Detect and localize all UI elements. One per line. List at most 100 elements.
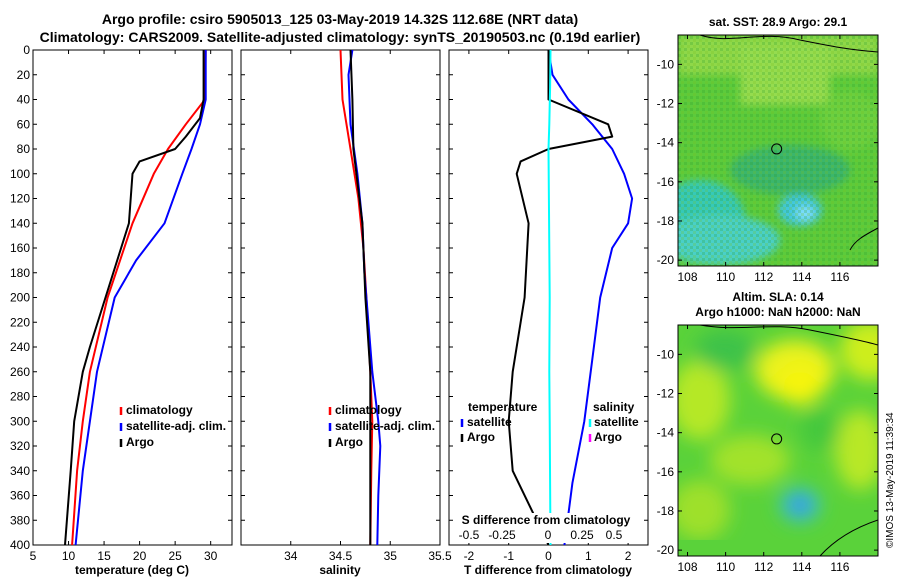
sst-map-frame — [677, 34, 879, 267]
series-line-t-argo — [507, 50, 614, 546]
sla-map-field — [678, 325, 878, 556]
legend-satellite-label: satellite-adj. clim. — [126, 419, 226, 433]
x-tick-label: 30 — [204, 549, 218, 563]
depth-tick-label: 40 — [17, 93, 31, 107]
difference-lines — [507, 49, 634, 546]
legend-t-satellite-label: satellite — [467, 415, 512, 429]
map-x-tick-label: 110 — [716, 560, 735, 574]
depth-tick-label: 100 — [10, 167, 30, 181]
depth-tick-label: 0 — [23, 43, 30, 57]
series-line-argo — [64, 50, 205, 546]
map-y-tick-label: -18 — [657, 214, 675, 228]
secondary-tick-label: -0.25 — [488, 528, 516, 542]
difference-depth-ticks — [449, 49, 648, 546]
x-tick-label: 1 — [585, 549, 592, 563]
map-y-tick-label: -14 — [657, 136, 675, 150]
salinity-depth-ticks — [241, 49, 440, 546]
depth-tick-label: 200 — [10, 291, 30, 305]
depth-tick-label: 160 — [10, 241, 30, 255]
temperature-lines — [64, 49, 207, 546]
depth-tick-label: 120 — [10, 192, 30, 206]
series-line-argo — [349, 49, 372, 545]
secondary-tick-label: 0 — [545, 528, 552, 542]
x-tick-label: 34 — [284, 549, 298, 563]
x-tick-label: 15 — [97, 549, 111, 563]
temperature-x-ticks: 5 10 15 20 25 30 — [30, 50, 218, 563]
legend-t-argo-label: Argo — [467, 430, 495, 444]
sst-coastline-north — [699, 35, 878, 53]
map-x-tick-label: 110 — [716, 270, 735, 284]
x-tick-label: 34.5 — [329, 549, 353, 563]
temperature-x-label: temperature (deg C) — [75, 563, 189, 577]
legend-satellite-label: satellite-adj. clim. — [335, 419, 435, 433]
sla-map-panel: Altim. SLA: 0.14 Argo h1000: NaN h2000: … — [657, 290, 879, 574]
x-tick-label: 2 — [625, 549, 632, 563]
map-y-tick-label: -16 — [657, 175, 675, 189]
map-y-tick-label: -12 — [657, 97, 675, 111]
timestamp: ©IMOS 13-May-2019 11:39:34 — [885, 412, 896, 548]
title-line-1: Argo profile: csiro 5905013_125 03-May-2… — [102, 11, 578, 27]
secondary-tick-label: -0.5 — [459, 528, 480, 542]
legend-climatology-label: climatology — [126, 403, 193, 417]
sla-map-frame — [677, 324, 879, 557]
legend-s-argo-label: Argo — [594, 430, 622, 444]
difference-legend: temperature satellite Argo salinity sate… — [460, 400, 639, 444]
series-line-climatology — [71, 49, 207, 546]
sla-coastline-north — [699, 325, 878, 346]
x-tick-label: 5 — [30, 549, 37, 563]
x-tick-label: 20 — [133, 549, 147, 563]
salinity-x-ticks: 34 34.5 35 35.5 — [284, 50, 452, 563]
secondary-tick-label: 0.25 — [570, 528, 594, 542]
depth-tick-label: 180 — [10, 266, 30, 280]
secondary-x-label: S difference from climatology — [462, 513, 631, 527]
depth-tick-label: 400 — [10, 538, 30, 552]
x-tick-label: 0 — [545, 549, 552, 563]
map-y-tick-label: -10 — [657, 347, 675, 361]
x-tick-label: 25 — [168, 549, 182, 563]
sla-map-ticks: 108 110 112 114 116 -10 -12 -14 -16 -18 -20 — [657, 325, 878, 574]
sst-map-ticks: 108 110 112 114 116 -10 -12 -14 -16 -18 -20 — [657, 35, 878, 284]
sst-map-field — [678, 35, 878, 266]
depth-tick-label: 300 — [10, 414, 30, 428]
series-line-s-satellite — [547, 49, 552, 546]
legend-s-satellite-label: satellite — [594, 415, 639, 429]
map-y-tick-label: -18 — [657, 504, 675, 518]
map-x-tick-label: 116 — [830, 270, 849, 284]
sla-coastline-south — [819, 519, 878, 556]
depth-tick-label: 260 — [10, 365, 30, 379]
legend-salinity-heading: salinity — [593, 400, 635, 414]
depth-tick-label: 380 — [10, 513, 30, 527]
sla-map-title-2: Argo h1000: NaN h2000: NaN — [695, 305, 860, 319]
sst-coastline-south — [849, 227, 878, 251]
depth-tick-label: 220 — [10, 315, 30, 329]
secondary-axis-bg — [455, 513, 640, 543]
temperature-panel: 0 20 40 60 80 100 120 140 160 180 200 220 240 260 280 3… — [10, 43, 233, 577]
series-line-satellite-adj-clim- — [74, 50, 207, 546]
sla-map-title-1: Altim. SLA: 0.14 — [732, 290, 824, 304]
map-y-tick-label: -20 — [657, 543, 675, 557]
salinity-x-label: salinity — [319, 563, 361, 577]
series-line-t-satellite — [547, 49, 634, 546]
x-tick-label: -1 — [503, 549, 514, 563]
depth-tick-label: 140 — [10, 216, 30, 230]
map-y-tick-label: -10 — [657, 57, 675, 71]
legend-argo-label: Argo — [335, 435, 363, 449]
map-x-tick-label: 114 — [792, 270, 811, 284]
map-y-tick-label: -14 — [657, 426, 675, 440]
map-x-tick-label: 114 — [792, 560, 811, 574]
difference-panel: -2 -1 0 1 2 T difference from climatology S … — [448, 49, 649, 577]
salinity-panel: 34 34.5 35 35.5 salinity climatology satell… — [240, 49, 452, 577]
x-tick-label: 35.5 — [428, 549, 452, 563]
depth-tick-label: 340 — [10, 464, 30, 478]
depth-tick-label: 20 — [17, 68, 31, 82]
legend-argo-label: Argo — [126, 435, 154, 449]
map-y-tick-label: -12 — [657, 387, 675, 401]
map-x-tick-label: 108 — [678, 270, 698, 284]
map-x-tick-label: 108 — [678, 560, 698, 574]
depth-tick-label: 80 — [17, 142, 31, 156]
temperature-axes-frame — [32, 49, 233, 546]
salinity-lines — [339, 49, 382, 546]
secondary-x-ticks: -0.5 -0.25 0 0.25 0.5 — [459, 528, 623, 542]
x-tick-label: -2 — [464, 549, 475, 563]
